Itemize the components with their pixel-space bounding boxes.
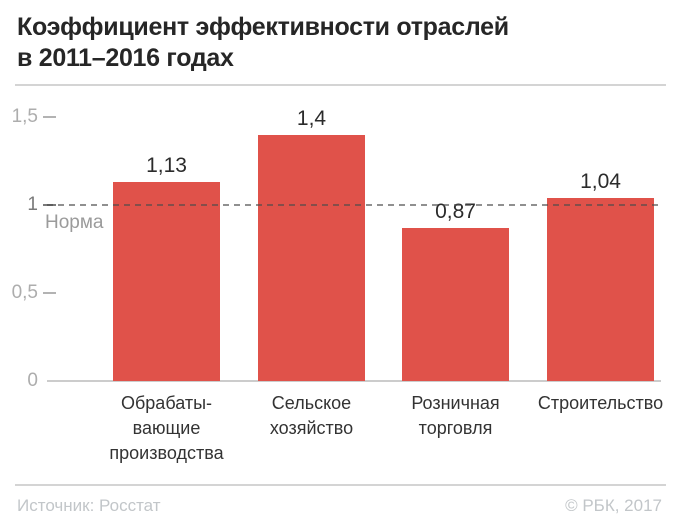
chart-title: Коэффициент эффективности отраслей в 201… (17, 13, 509, 72)
bar (402, 228, 509, 381)
y-tick-mark (43, 116, 56, 118)
bar-category-label: Розничная торговля (411, 393, 500, 438)
copyright-note: © РБК, 2017 (565, 496, 662, 515)
y-tick-mark (43, 292, 56, 294)
bar-value-label: 1,4 (296, 107, 327, 130)
y-tick-label: 0 (27, 370, 38, 391)
bar-category-label: Сельское хозяйство (269, 393, 354, 438)
y-tick-label: 0,5 (11, 282, 38, 303)
x-axis-baseline (47, 380, 661, 382)
bar-category-label: Обрабаты- вающие производства (109, 393, 224, 463)
bar (258, 135, 365, 381)
bar-value-label: 1,04 (580, 170, 621, 193)
bar-value-label: 1,13 (146, 154, 187, 177)
y-tick-label: 1 (27, 194, 38, 215)
top-divider (15, 84, 666, 86)
norm-dashed-line (47, 204, 661, 206)
source-note: Источник: Росстат (17, 496, 161, 515)
norm-line-label: Норма (45, 212, 104, 233)
y-tick-label: 1,5 (11, 106, 38, 127)
bar (113, 182, 220, 381)
bottom-divider (15, 484, 666, 486)
bar-category-label: Строительство (537, 393, 664, 413)
bar (547, 198, 654, 381)
